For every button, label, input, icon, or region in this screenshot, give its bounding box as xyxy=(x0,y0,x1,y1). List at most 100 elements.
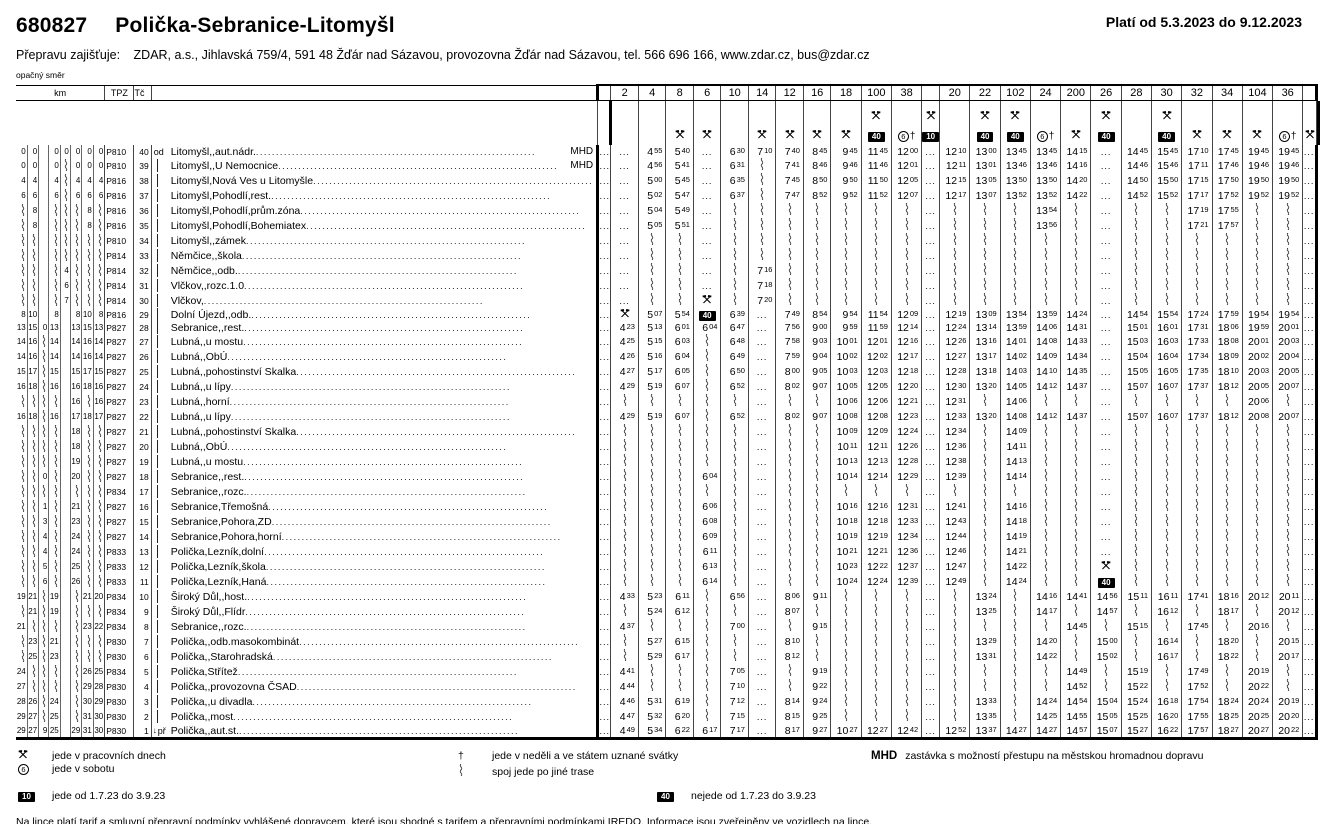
time-cell xyxy=(999,694,1031,709)
squiggle-icon xyxy=(1225,499,1229,512)
squiggle-icon xyxy=(875,634,878,647)
time-cell xyxy=(860,694,892,709)
time-cell xyxy=(999,484,1031,499)
time-cell: ... xyxy=(1302,439,1318,454)
km-cell: 21 xyxy=(81,589,94,604)
squiggle-icon xyxy=(760,218,764,231)
not-served-dots: ... xyxy=(701,190,713,201)
km-cell xyxy=(59,574,71,589)
squiggle-icon xyxy=(678,394,681,407)
squiggle-icon xyxy=(733,293,736,306)
not-served-dots: ... xyxy=(599,411,611,422)
time-cell: 1607 xyxy=(1150,379,1182,394)
squiggle-icon xyxy=(43,709,46,722)
time-cell xyxy=(1060,293,1091,308)
time-cell xyxy=(720,469,749,484)
time-cell: 541 xyxy=(665,158,694,173)
time-cell xyxy=(830,278,862,293)
time-cell xyxy=(1241,574,1273,589)
time-cell: ... xyxy=(610,145,639,158)
bus-number-14: 14 xyxy=(747,84,776,101)
time-cell: 1201 xyxy=(890,158,922,173)
legend-route-wrap: spoj jede po jiné trase xyxy=(456,763,594,779)
time-cell xyxy=(610,454,639,469)
time-cell: ... xyxy=(747,694,776,709)
time-cell xyxy=(999,233,1031,248)
time-cell: 1527 xyxy=(1120,724,1152,740)
squiggle-icon xyxy=(705,649,709,662)
squiggle-icon xyxy=(1195,469,1199,482)
km-cell xyxy=(69,619,82,634)
squiggle-icon xyxy=(1135,604,1138,617)
time-cell: 507 xyxy=(637,308,666,321)
km-cell: 6 xyxy=(26,188,39,203)
time-cell: ... xyxy=(1302,409,1318,424)
time-cell xyxy=(802,544,831,559)
time-cell: ... xyxy=(596,439,611,454)
station-cell: Dolní Újezd,,odb........................… xyxy=(150,308,598,321)
squiggle-icon xyxy=(1135,469,1138,482)
squiggle-icon xyxy=(1286,619,1289,632)
squiggle-icon xyxy=(87,499,91,512)
squiggle-icon xyxy=(21,233,24,246)
not-served-dots: ... xyxy=(925,309,936,320)
time-cell: 800 xyxy=(775,364,804,379)
squiggle-icon xyxy=(983,248,987,261)
station-name: Vlčkov,,rozc.1.0 xyxy=(170,279,245,292)
squiggle-icon xyxy=(650,293,654,306)
not-served-dots: ... xyxy=(756,322,768,333)
squiggle-icon xyxy=(1044,529,1047,542)
squiggle-icon xyxy=(788,278,791,291)
squiggle-icon xyxy=(733,203,736,216)
squiggle-icon xyxy=(815,263,819,276)
tc-cell: 8 xyxy=(132,619,152,634)
squiggle-icon xyxy=(54,248,57,261)
time-cell: 1207 xyxy=(890,188,922,203)
km-cell xyxy=(26,394,39,409)
squiggle-icon xyxy=(650,484,654,497)
tpz-cell: P816 xyxy=(104,308,133,321)
time-cell: ... xyxy=(921,544,940,559)
time-cell: ... xyxy=(596,499,611,514)
squiggle-icon xyxy=(815,248,819,261)
time-cell xyxy=(802,439,831,454)
squiggle-icon xyxy=(1044,233,1047,246)
km-cell: 16 xyxy=(92,394,105,409)
time-cell xyxy=(860,248,892,263)
tpz-cell: P827 xyxy=(104,424,133,439)
squiggle-icon xyxy=(64,173,68,186)
time-cell xyxy=(939,694,970,709)
station-cell: Lubná,,ObÚ..............................… xyxy=(150,349,598,364)
time-cell: 1412 xyxy=(1029,379,1061,394)
badge-40: 40 xyxy=(867,132,885,142)
time-cell: 710 xyxy=(720,679,749,694)
squiggle-icon xyxy=(87,469,91,482)
not-served-dots: ... xyxy=(701,280,713,291)
not-served-dots: ... xyxy=(1100,546,1112,557)
km-cell xyxy=(69,694,82,709)
not-served-dots: ... xyxy=(756,516,768,527)
station-name: Lubná,,u lípy xyxy=(170,410,231,423)
squiggle-icon xyxy=(1225,679,1229,692)
time-cell: 1620 xyxy=(1150,709,1182,724)
not-served-dots: ... xyxy=(756,561,768,572)
time-cell xyxy=(1120,233,1152,248)
squiggle-icon xyxy=(1256,544,1259,557)
squiggle-icon xyxy=(1044,574,1047,587)
squiggle-icon xyxy=(32,574,36,587)
squiggle-icon xyxy=(844,589,848,602)
not-served-dots: ... xyxy=(925,441,936,452)
time-cell xyxy=(1029,439,1061,454)
time-cell: ... xyxy=(1302,709,1318,724)
time-cell xyxy=(890,604,922,619)
time-cell xyxy=(890,278,922,293)
tpz-cell: P810 xyxy=(104,145,133,158)
km-cell xyxy=(81,559,94,574)
time-cell xyxy=(969,574,1001,589)
time-cell: ... xyxy=(1302,634,1318,649)
time-cell: 1456 xyxy=(1090,589,1122,604)
time-cell xyxy=(1150,484,1182,499)
time-cell: 915 xyxy=(802,619,831,634)
km-cell xyxy=(59,409,71,424)
squiggle-icon xyxy=(1044,439,1047,452)
